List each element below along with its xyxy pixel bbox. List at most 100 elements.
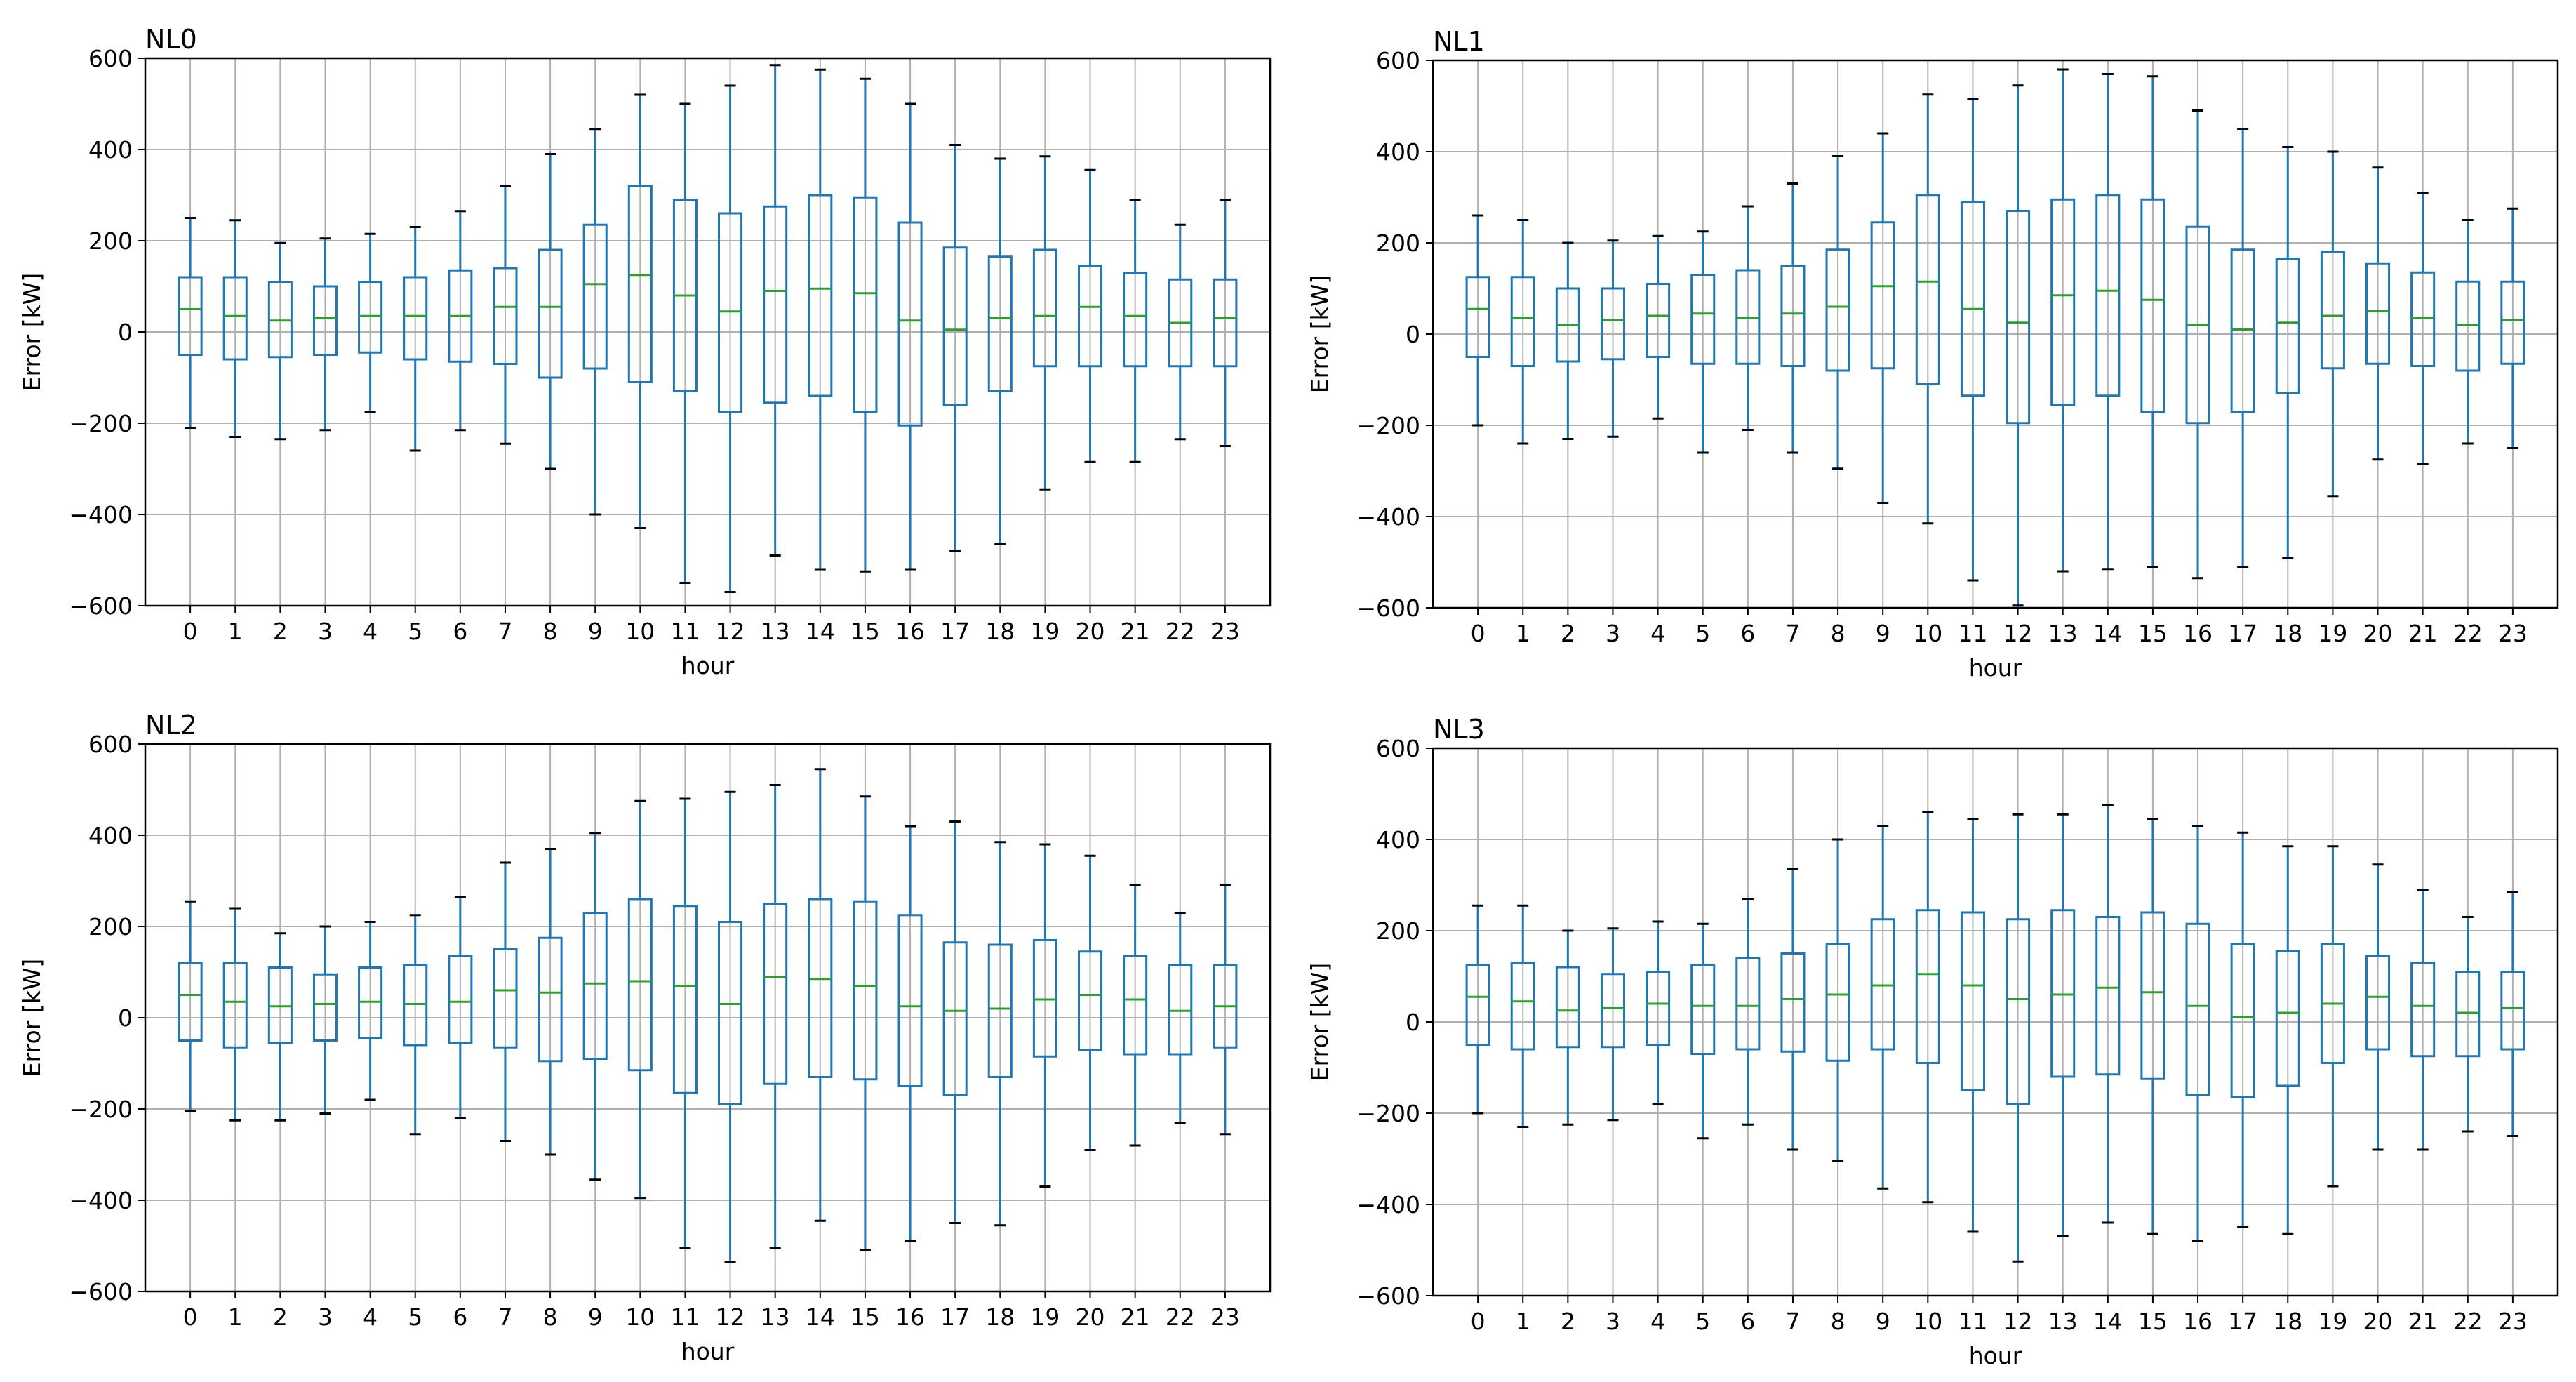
iqr-box [1735, 269, 1761, 365]
iqr-box [2006, 918, 2031, 1105]
y-tick-label: −400 [69, 1187, 133, 1214]
x-tick-label: 20 [1076, 1303, 1105, 1331]
box-hour-15 [2140, 75, 2165, 568]
iqr-box [178, 276, 203, 356]
y-axis-label: Error [kW] [18, 959, 46, 1077]
box-hour-14 [808, 68, 833, 571]
iqr-box [808, 194, 833, 397]
x-tick-label: 15 [850, 618, 880, 645]
iqr-box [493, 948, 518, 1049]
iqr-box [853, 900, 878, 1081]
x-axis-label: hour [1969, 1342, 2022, 1369]
y-axis-label: Error [kW] [1306, 963, 1333, 1081]
x-tick-label: 10 [1913, 1308, 1942, 1335]
box-hour-16 [897, 102, 923, 571]
box-hour-17 [942, 820, 968, 1224]
iqr-box [538, 248, 563, 379]
box-hour-22 [1168, 912, 1193, 1124]
box-hour-23 [2500, 891, 2525, 1137]
y-tick-label: 0 [118, 319, 133, 346]
x-tick-label: 6 [453, 618, 467, 645]
y-tick-label: 600 [88, 45, 133, 72]
iqr-box [1032, 248, 1057, 368]
x-tick-label: 17 [940, 1303, 970, 1331]
box-hour-13 [763, 64, 788, 557]
iqr-box [1735, 957, 1761, 1051]
box-hour-2 [267, 932, 293, 1122]
x-tick-label: 14 [806, 618, 835, 645]
x-tick-label: 11 [1958, 1308, 1987, 1335]
iqr-box [1600, 287, 1626, 361]
iqr-box [267, 966, 293, 1044]
x-tick-label: 9 [588, 618, 603, 645]
x-tick-label: 23 [1210, 618, 1240, 645]
iqr-box [718, 212, 743, 413]
x-tick-label: 16 [895, 618, 925, 645]
iqr-box [358, 281, 383, 354]
x-tick-label: 0 [1471, 620, 1486, 647]
box-hour-16 [2185, 825, 2210, 1242]
x-tick-label: 10 [625, 618, 655, 645]
iqr-box [1123, 272, 1148, 368]
box-hour-17 [2230, 831, 2255, 1228]
x-tick-label: 5 [408, 1303, 422, 1331]
box-hour-23 [2500, 207, 2525, 449]
box-hour-10 [627, 93, 653, 529]
box-hour-11 [672, 102, 698, 584]
x-tick-label: 10 [625, 1303, 655, 1331]
y-tick-label: 0 [1406, 1009, 1420, 1036]
y-tick-label: 200 [88, 227, 133, 255]
iqr-box [1960, 201, 1985, 397]
iqr-box [1077, 265, 1103, 368]
box-hour-5 [1690, 922, 1716, 1140]
x-tick-label: 4 [1650, 620, 1665, 647]
box-hour-7 [1780, 868, 1806, 1151]
x-tick-label: 8 [1831, 620, 1846, 647]
iqr-box [2500, 280, 2525, 365]
box-hour-18 [2275, 845, 2300, 1235]
iqr-box [1032, 939, 1057, 1058]
x-tick-label: 5 [1695, 1308, 1710, 1335]
iqr-box [1168, 964, 1193, 1056]
x-tick-label: 2 [1561, 620, 1575, 647]
x-axis-label: hour [681, 1338, 735, 1365]
x-tick-label: 13 [761, 1303, 790, 1331]
x-tick-label: 0 [183, 1303, 198, 1331]
iqr-box [2050, 198, 2076, 406]
box-hour-12 [718, 84, 743, 593]
y-tick-label: 400 [1376, 138, 1420, 166]
iqr-box [808, 898, 833, 1078]
x-tick-label: 11 [670, 1303, 700, 1331]
y-tick-label: −600 [69, 592, 133, 620]
x-tick-label: 17 [2228, 1308, 2257, 1335]
x-tick-label: 14 [2093, 620, 2123, 647]
iqr-box [1870, 918, 1895, 1051]
x-tick-label: 18 [985, 618, 1015, 645]
box-hour-11 [1960, 98, 1985, 582]
box-hour-16 [2185, 109, 2210, 580]
iqr-box [763, 903, 788, 1085]
box-hour-11 [1960, 818, 1985, 1233]
iqr-box [942, 941, 968, 1096]
box-hour-5 [403, 914, 428, 1136]
box-hour-4 [358, 921, 383, 1101]
x-tick-label: 1 [228, 1303, 243, 1331]
y-tick-label: 600 [1376, 47, 1420, 74]
iqr-box [538, 936, 563, 1063]
box-hour-6 [448, 896, 473, 1119]
box-hour-12 [718, 790, 743, 1263]
x-tick-label: 22 [1166, 618, 1195, 645]
y-tick-label: −200 [69, 1096, 133, 1123]
y-tick-label: −400 [1356, 1191, 1420, 1218]
x-tick-label: 7 [1785, 1308, 1800, 1335]
box-hour-6 [1735, 205, 1761, 431]
x-tick-label: 21 [1121, 1303, 1150, 1331]
subplot-nl3: NL3 hour Error [kW] 6004002000−200−400−6… [1306, 714, 2559, 1369]
iqr-box [1870, 221, 1895, 370]
x-tick-label: 15 [2138, 1308, 2168, 1335]
x-tick-label: 19 [2318, 1308, 2347, 1335]
iqr-box [2410, 962, 2436, 1058]
x-tick-label: 20 [1076, 618, 1105, 645]
x-tick-label: 4 [363, 1303, 378, 1331]
iqr-box [987, 943, 1013, 1078]
